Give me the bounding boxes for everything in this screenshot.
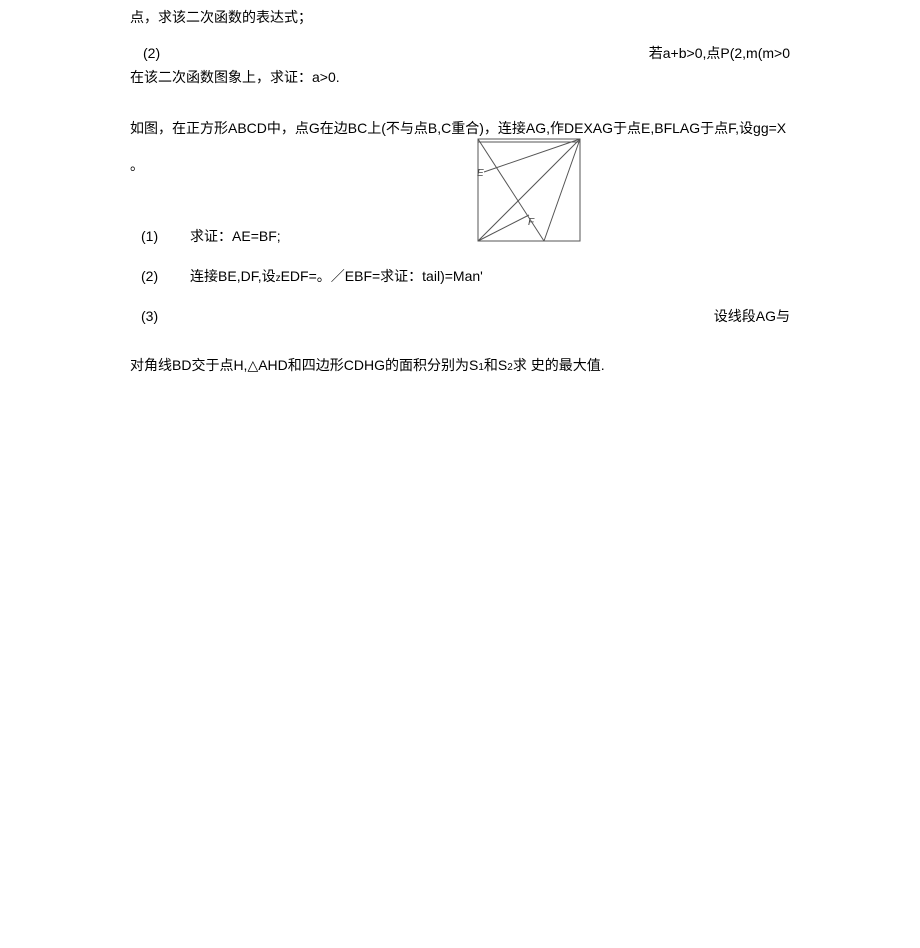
- svg-text:E: E: [477, 168, 484, 179]
- item2-right-text: 若a+b>0,点P(2,m(m>0: [649, 42, 790, 64]
- problem-intro: 如图，在正方形ABCD中，点G在边BC上(不与点B,C重合)，连接AG,作DEX…: [130, 117, 790, 139]
- problem-intro-period: 。: [130, 154, 790, 189]
- prev-problem-item2: (2) 若a+b>0,点P(2,m(m>0: [130, 42, 790, 64]
- item-3-right: 设线段AG与: [714, 305, 790, 327]
- prev-problem-tail: 点，求该二次函数的表达式；: [130, 6, 790, 28]
- item-3: (3) 设线段AG与: [130, 305, 790, 327]
- item-2-text: 连接BE,DF,设zEDF=。／EBF=求证：tail)=Man': [162, 268, 483, 284]
- item-number-1: (1): [141, 228, 158, 244]
- period-mark: 。: [130, 159, 144, 174]
- item2-wrap: 在该二次函数图象上，求证：a>0.: [130, 66, 790, 88]
- svg-text:F: F: [528, 217, 535, 228]
- square-diagram-svg: E F t: [474, 135, 584, 245]
- page-content: 点，求该二次函数的表达式； (2) 若a+b>0,点P(2,m(m>0 在该二次…: [0, 0, 920, 376]
- item-1-text: 求证：AE=BF;: [162, 228, 281, 244]
- item-1: (1) 求证：AE=BF;: [130, 225, 790, 247]
- item-number-2a: (2): [130, 45, 160, 61]
- item-2: (2) 连接BE,DF,设zEDF=。／EBF=求证：tail)=Man': [130, 265, 790, 287]
- problem-tail: 对角线BD交于点H,△AHD和四边形CDHG的面积分别为S1和S2求 史的最大值…: [130, 354, 790, 376]
- item-number-3: (3): [141, 305, 158, 327]
- geometry-figure: E F t: [474, 135, 584, 245]
- item-number-2: (2): [141, 268, 158, 284]
